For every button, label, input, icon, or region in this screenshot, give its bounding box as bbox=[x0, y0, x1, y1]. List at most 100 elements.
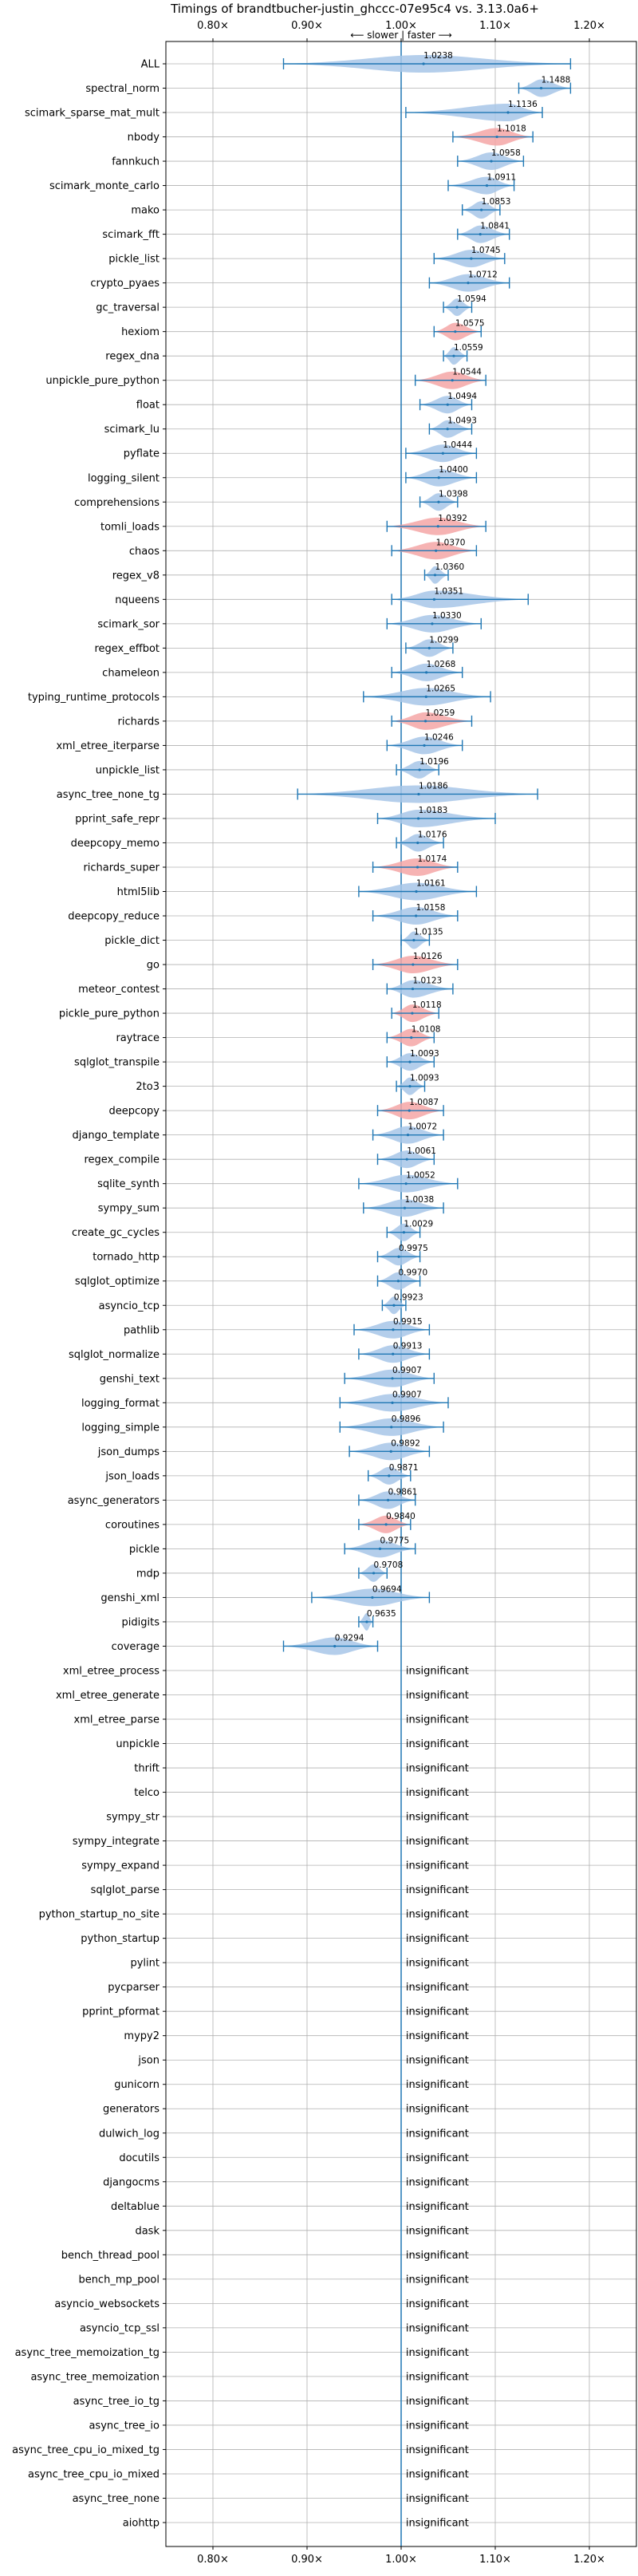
benchmark-label: sqlite_synth bbox=[97, 1178, 160, 1190]
benchmark-label: scimark_sor bbox=[97, 618, 160, 630]
benchmark-label: regex_dna bbox=[105, 351, 160, 363]
benchmark-label: pickle_dict bbox=[104, 935, 160, 947]
benchmark-label: sqlglot_parse bbox=[91, 1884, 160, 1896]
benchmark-label: sqlglot_optimize bbox=[75, 1276, 160, 1288]
benchmark-label: python_startup bbox=[81, 1933, 160, 1945]
benchmark-label: deepcopy_reduce bbox=[68, 911, 160, 923]
insignificant-label: insignificant bbox=[406, 2493, 469, 2505]
benchmark-label: json bbox=[137, 2055, 160, 2067]
benchmark-label: unpickle_pure_python bbox=[45, 375, 160, 387]
benchmark-label: pyflate bbox=[124, 448, 160, 460]
insignificant-label: insignificant bbox=[406, 2201, 469, 2213]
value-label: 0.9840 bbox=[386, 1512, 415, 1521]
value-label: 1.0575 bbox=[455, 319, 485, 329]
benchmark-label: generators bbox=[103, 2104, 160, 2116]
x-tick-label-top: 0.90× bbox=[291, 20, 323, 32]
mean-marker bbox=[408, 1085, 412, 1088]
benchmark-label: html5lib bbox=[117, 886, 160, 898]
mean-marker bbox=[424, 695, 427, 698]
benchmark-label: async_tree_none_tg bbox=[57, 789, 160, 801]
value-label: 1.0259 bbox=[426, 708, 455, 718]
mean-marker bbox=[485, 183, 489, 187]
value-label: 0.9708 bbox=[374, 1560, 404, 1570]
mean-marker bbox=[495, 135, 498, 139]
benchmark-label: mdp bbox=[136, 1568, 160, 1580]
insignificant-label: insignificant bbox=[406, 2298, 469, 2310]
mean-marker bbox=[412, 963, 415, 966]
value-label: 1.0853 bbox=[482, 197, 511, 207]
insignificant-label: insignificant bbox=[406, 2274, 469, 2286]
mean-marker bbox=[333, 1644, 337, 1648]
value-label: 1.0392 bbox=[438, 514, 467, 523]
mean-marker bbox=[384, 1523, 388, 1526]
mean-marker bbox=[490, 160, 493, 163]
benchmark-label: asyncio_websockets bbox=[54, 2298, 160, 2310]
x-tick-label-bottom: 1.20× bbox=[573, 2554, 605, 2566]
mean-marker bbox=[403, 1206, 407, 1209]
benchmark-label: async_tree_io_tg bbox=[73, 2396, 160, 2408]
mean-marker bbox=[388, 1474, 391, 1477]
label-layer: 0.80× 0.80× 0.90× 0.90× 1.00× 1.00× 1.10× 1.10×… bbox=[12, 20, 605, 2566]
mean-marker bbox=[452, 354, 455, 357]
mean-marker bbox=[480, 208, 483, 211]
mean-marker bbox=[396, 1280, 400, 1283]
value-label: 1.0161 bbox=[416, 879, 446, 889]
mean-marker bbox=[437, 476, 440, 479]
value-label: 0.9896 bbox=[392, 1414, 421, 1424]
x-tick-label-bottom: 1.00× bbox=[385, 2554, 417, 2566]
benchmark-label: sympy_sum bbox=[98, 1203, 160, 1215]
insignificant-label: insignificant bbox=[406, 1884, 469, 1896]
benchmark-label: mako bbox=[131, 205, 160, 217]
benchmark-label: unpickle bbox=[116, 1738, 160, 1750]
mean-marker bbox=[478, 233, 482, 236]
benchmark-label: create_gc_cycles bbox=[72, 1227, 160, 1239]
benchmark-label: fannkuch bbox=[112, 156, 160, 168]
value-label: 1.0176 bbox=[418, 830, 447, 839]
mean-marker bbox=[411, 987, 415, 991]
value-label: 1.1136 bbox=[508, 100, 538, 109]
benchmark-label: coroutines bbox=[105, 1519, 160, 1531]
mean-marker bbox=[425, 671, 428, 674]
value-label: 1.0174 bbox=[418, 854, 447, 864]
value-label: 1.0186 bbox=[419, 781, 448, 791]
benchmark-label: hexiom bbox=[121, 326, 160, 338]
insignificant-label: insignificant bbox=[406, 2444, 469, 2456]
benchmark-label: logging_silent bbox=[88, 472, 160, 484]
benchmark-label: richards bbox=[118, 716, 160, 728]
benchmark-label: regex_v8 bbox=[112, 570, 160, 582]
benchmark-label: async_tree_cpu_io_mixed bbox=[28, 2468, 160, 2480]
insignificant-label: insignificant bbox=[406, 2322, 469, 2334]
insignificant-label: insignificant bbox=[406, 1714, 469, 1726]
benchmark-label: djangocms bbox=[103, 2176, 160, 2188]
value-label: 0.9975 bbox=[399, 1244, 428, 1253]
value-label: 1.0544 bbox=[452, 368, 482, 377]
value-label: 1.0126 bbox=[413, 952, 443, 961]
benchmark-label: telco bbox=[134, 1787, 160, 1799]
mean-marker bbox=[392, 1352, 395, 1355]
benchmark-label: sympy_integrate bbox=[73, 1836, 160, 1848]
mean-marker bbox=[416, 841, 419, 845]
mean-marker bbox=[378, 1547, 382, 1551]
benchmark-label: regex_compile bbox=[84, 1154, 160, 1166]
value-label: 1.0370 bbox=[436, 538, 466, 547]
value-label: 0.9907 bbox=[392, 1366, 422, 1375]
mean-marker bbox=[408, 1109, 411, 1112]
benchmark-label: sqlglot_transpile bbox=[74, 1057, 160, 1069]
benchmark-label: pathlib bbox=[124, 1324, 160, 1336]
benchmark-label: meteor_contest bbox=[78, 984, 160, 996]
benchmark-label: pycparser bbox=[108, 1982, 160, 1994]
mean-marker bbox=[411, 1012, 414, 1015]
mean-marker bbox=[392, 1328, 395, 1331]
benchmark-label: chaos bbox=[129, 546, 160, 558]
value-label: 0.9635 bbox=[367, 1609, 396, 1619]
insignificant-label: insignificant bbox=[406, 1690, 469, 1702]
benchmark-label: ALL bbox=[141, 59, 160, 71]
value-label: 1.0494 bbox=[447, 392, 477, 401]
mean-marker bbox=[386, 1498, 390, 1501]
benchmark-label: json_loads bbox=[104, 1470, 160, 1482]
value-label: 1.0594 bbox=[457, 294, 486, 304]
mean-marker bbox=[423, 744, 426, 748]
value-label: 1.0135 bbox=[414, 928, 443, 937]
benchmark-label: chameleon bbox=[102, 667, 160, 679]
value-label: 1.1018 bbox=[497, 124, 526, 134]
